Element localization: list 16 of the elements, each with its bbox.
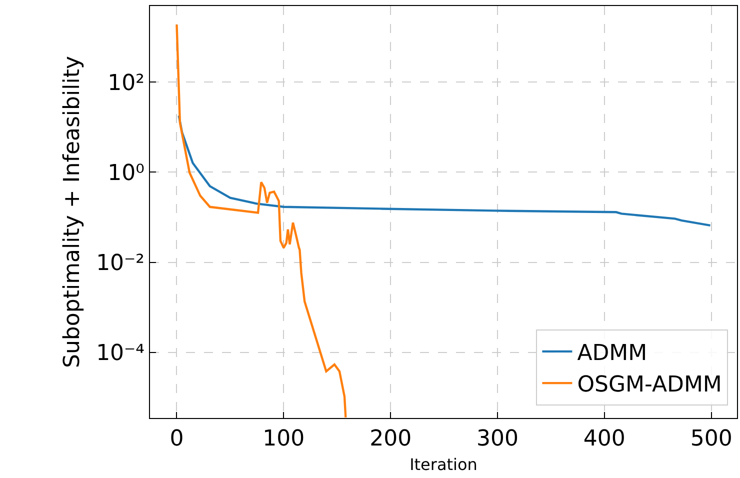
line-series <box>176 23 347 418</box>
y-tick-label: 10⁻⁴ <box>96 341 145 366</box>
y-tick-label: 10² <box>108 70 144 96</box>
x-tick-label: 500 <box>690 426 732 452</box>
y-tick-label: 10⁻² <box>96 251 144 276</box>
x-tick-label: 400 <box>583 426 626 452</box>
x-tick-label: 200 <box>370 426 412 452</box>
x-tick-label: 100 <box>262 426 305 452</box>
line-series <box>178 114 712 227</box>
x-tick-label: 0 <box>170 426 184 452</box>
legend-label: ADMM <box>577 341 648 366</box>
y-axis-title: Suboptimality + Infeasibility <box>60 56 85 368</box>
y-tick-label: 10⁰ <box>108 160 145 186</box>
legend-label: OSGM-ADMM <box>577 372 722 398</box>
x-tick-label: 300 <box>476 426 518 452</box>
x-axis-title: Iteration <box>410 455 478 474</box>
